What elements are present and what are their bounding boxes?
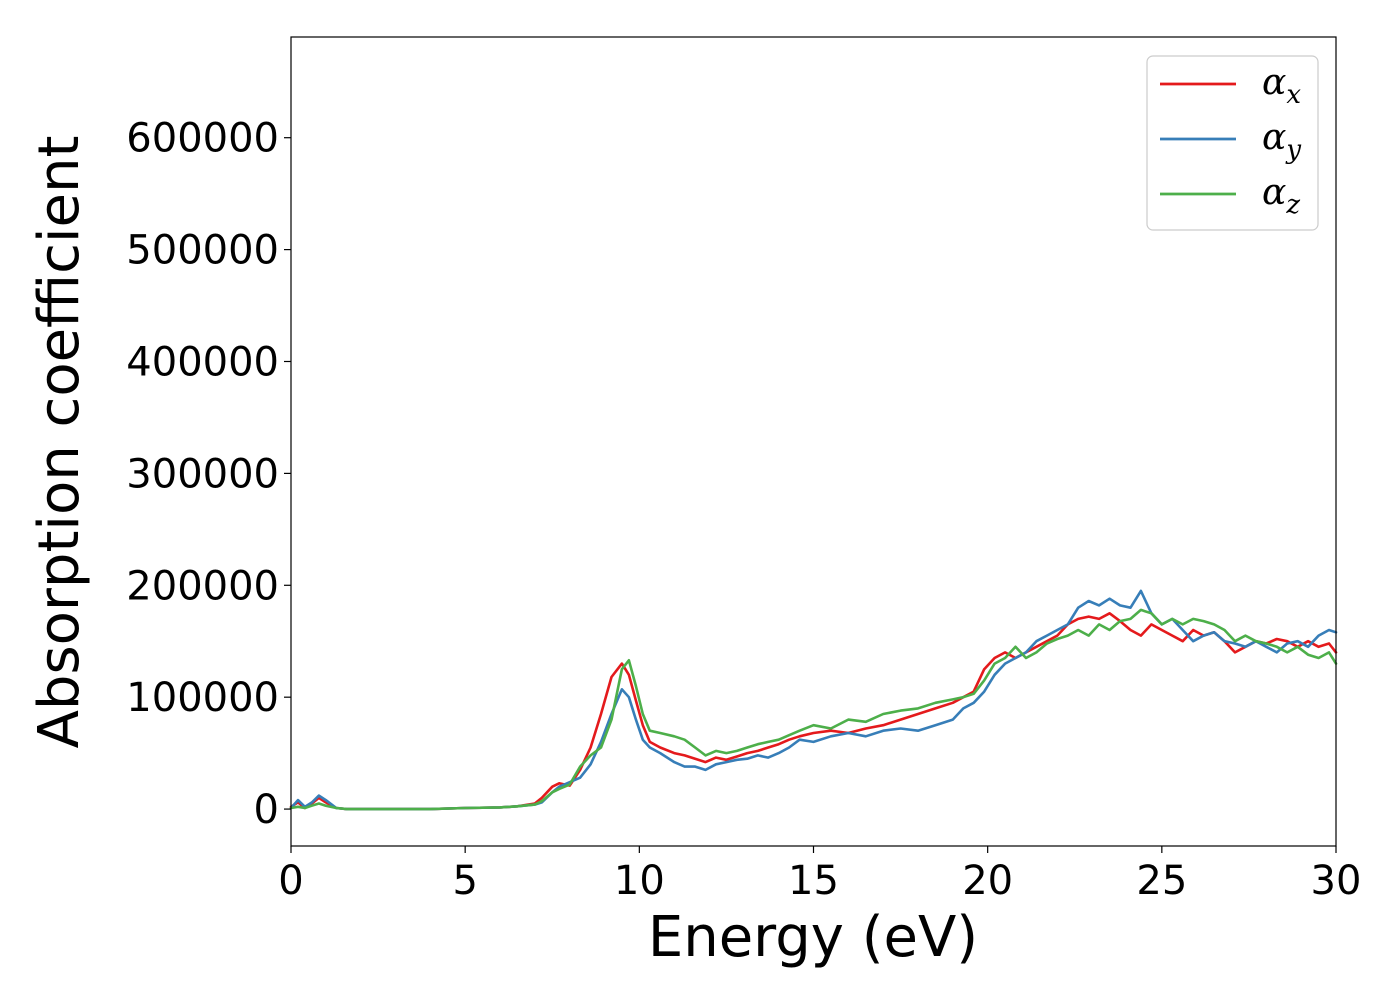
y-tick-label: 100000	[126, 675, 279, 721]
y-tick-label: 300000	[126, 451, 279, 497]
series-layer	[289, 589, 1338, 811]
y-tick-label: 400000	[126, 339, 279, 385]
x-axis-ticks: 0 5 10 15 20 25 30	[278, 846, 1361, 904]
legend-frame	[1146, 55, 1319, 231]
y-axis-ticks: 0 100000 200000 300000 400000 500000 600000	[126, 116, 291, 833]
legend-label-alpha-y: αy	[1262, 117, 1301, 165]
y-axis-label: Absorption coefficient	[27, 136, 92, 749]
y-tick-label: 500000	[126, 228, 279, 274]
x-tick-label: 0	[278, 858, 303, 904]
y-tick-label: 0	[254, 787, 279, 833]
y-tick-label: 600000	[126, 116, 279, 162]
legend: αx αy αz	[1146, 55, 1319, 231]
legend-label-alpha-x: αx	[1262, 62, 1301, 110]
x-tick-label: 5	[452, 858, 477, 904]
x-tick-label: 10	[614, 858, 665, 904]
x-tick-label: 15	[788, 858, 839, 904]
y-tick-label: 200000	[126, 563, 279, 609]
x-axis-label: Energy (eV)	[648, 905, 978, 970]
series-line-alpha-z	[289, 608, 1338, 811]
legend-entries: αx αy αz	[1160, 62, 1301, 220]
x-tick-label: 20	[962, 858, 1013, 904]
x-tick-label: 25	[1136, 858, 1187, 904]
legend-label-alpha-z: αz	[1262, 172, 1300, 220]
x-tick-label: 30	[1311, 858, 1362, 904]
